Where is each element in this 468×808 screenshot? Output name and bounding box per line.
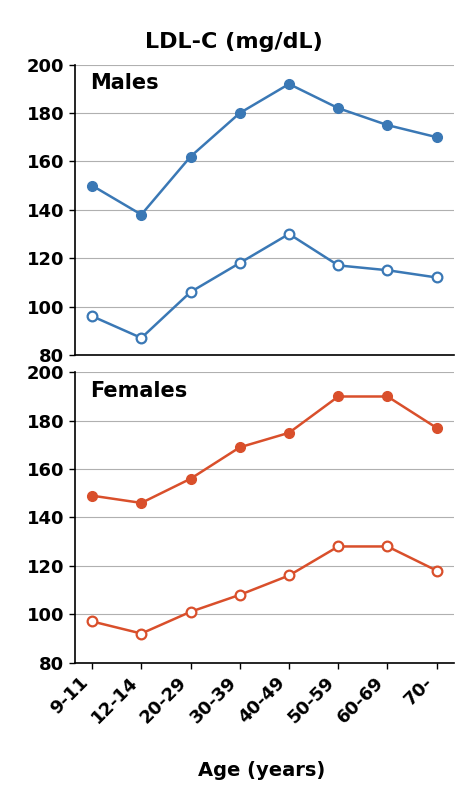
Text: Females: Females (90, 381, 187, 401)
Text: Males: Males (90, 74, 159, 94)
Text: Age (years): Age (years) (198, 760, 326, 780)
Text: LDL-C (mg/dL): LDL-C (mg/dL) (145, 32, 323, 53)
